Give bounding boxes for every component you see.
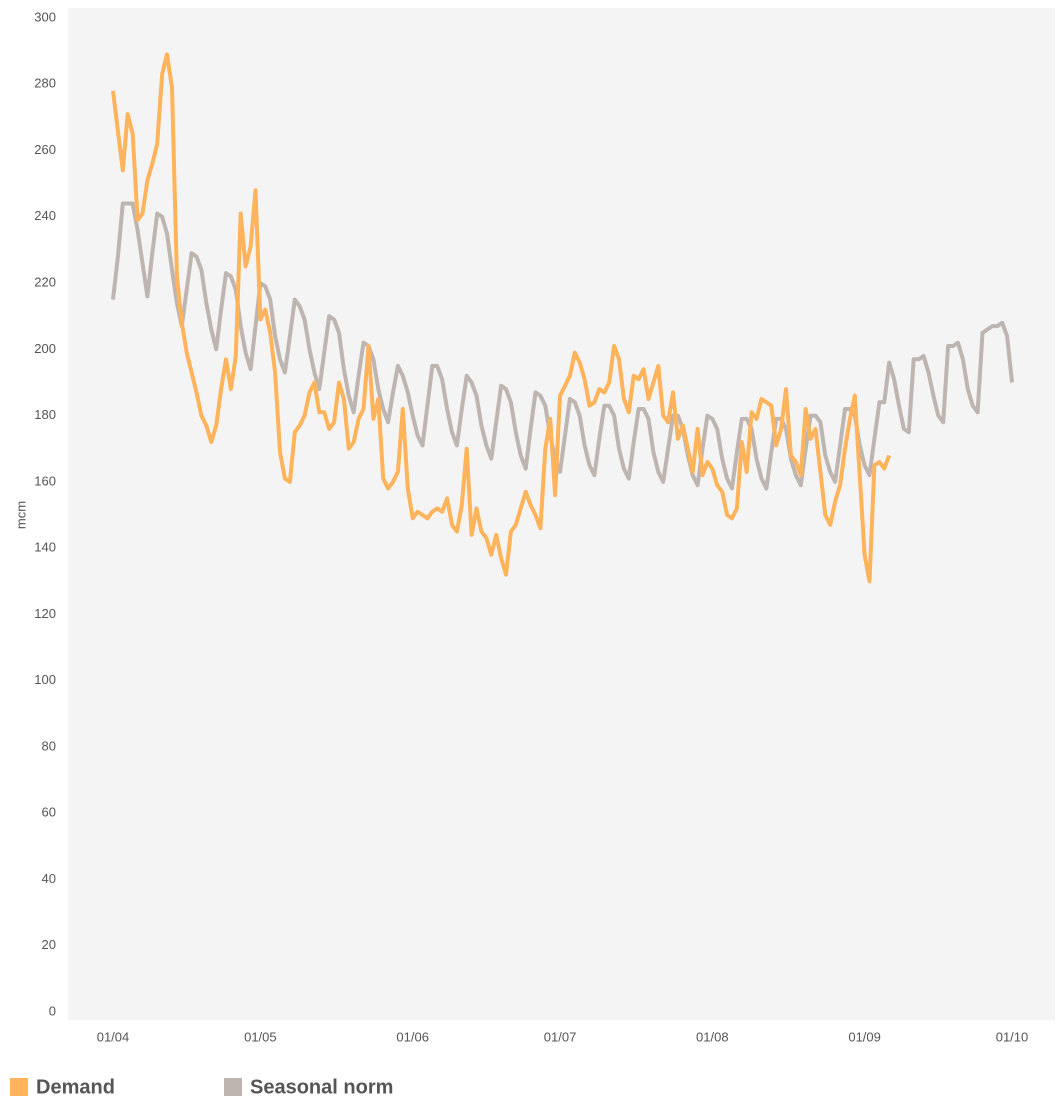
legend-swatch (10, 1078, 28, 1096)
y-tick-label: 20 (42, 937, 56, 952)
y-tick-label: 60 (42, 805, 56, 820)
y-tick-label: 80 (42, 738, 56, 753)
x-tick-label: 01/10 (996, 1029, 1029, 1044)
legend-swatch (224, 1078, 242, 1096)
legend-label: Demand (36, 1076, 115, 1096)
x-tick-label: 01/05 (244, 1029, 277, 1044)
x-tick-label: 01/06 (396, 1029, 429, 1044)
x-tick-label: 01/04 (97, 1029, 130, 1044)
y-tick-label: 220 (34, 275, 56, 290)
legend-label: Seasonal norm (250, 1076, 393, 1096)
y-tick-label: 180 (34, 407, 56, 422)
series-line (111, 52, 892, 584)
y-axis-label: mcm (13, 501, 28, 529)
y-tick-label: 100 (34, 672, 56, 687)
y-tick-label: 300 (34, 9, 56, 24)
y-tick-label: 160 (34, 473, 56, 488)
x-tick-label: 01/07 (544, 1029, 577, 1044)
y-tick-label: 120 (34, 606, 56, 621)
y-tick-label: 0 (49, 1003, 56, 1018)
series-line (111, 201, 1014, 491)
y-tick-label: 200 (34, 341, 56, 356)
y-tick-label: 280 (34, 76, 56, 91)
x-tick-label: 01/08 (696, 1029, 729, 1044)
y-tick-label: 260 (34, 142, 56, 157)
x-tick-label: 01/09 (848, 1029, 881, 1044)
y-tick-label: 40 (42, 871, 56, 886)
y-tick-label: 140 (34, 540, 56, 555)
plot-area (68, 8, 1055, 1020)
y-tick-label: 240 (34, 208, 56, 223)
